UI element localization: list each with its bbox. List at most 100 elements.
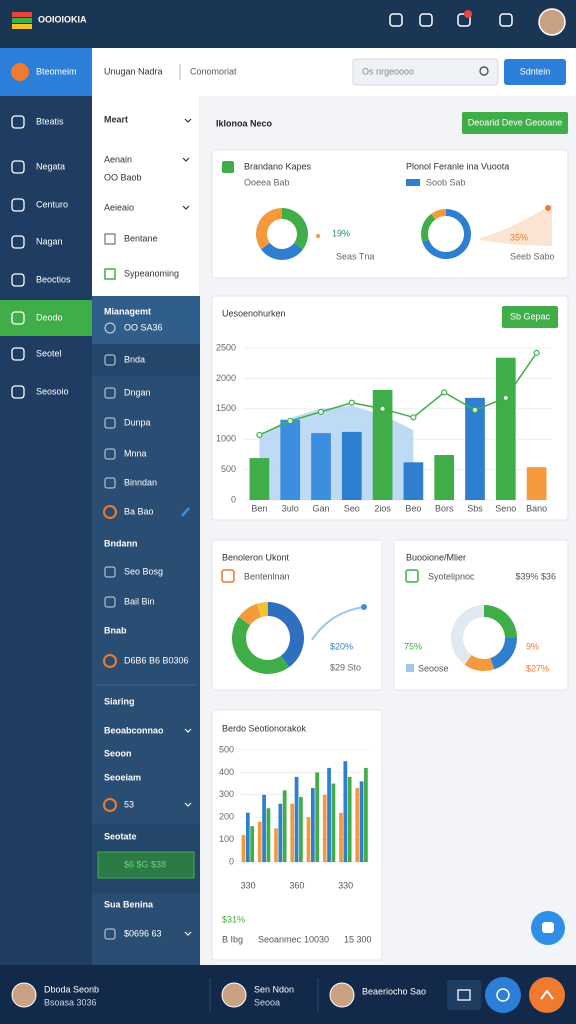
y-tick-label: 0 [231, 494, 236, 504]
subnav-item[interactable]: Bndann [104, 538, 138, 548]
y-tick-label: 300 [219, 789, 234, 799]
kpi: 9% [526, 641, 539, 651]
footer-button[interactable] [529, 977, 565, 1013]
item-icon [103, 798, 117, 812]
nav-icon [11, 385, 25, 399]
line-point [471, 406, 479, 414]
footer-icon [457, 989, 471, 1001]
subnav-item[interactable]: 53 [124, 799, 134, 809]
subnav-item[interactable]: Mnna [124, 448, 147, 458]
subnav-item[interactable]: Bail Bin [124, 596, 155, 606]
nav-item[interactable]: Seotel [36, 348, 62, 358]
nav-item[interactable]: Nagan [36, 236, 63, 246]
nav-icon [11, 115, 25, 129]
subnav-item[interactable]: OO SA36 [124, 322, 163, 332]
logo-icon [12, 24, 32, 29]
caption: $29 Sto [330, 662, 361, 672]
bar [341, 431, 362, 500]
subnav-item[interactable]: Seoeiam [104, 772, 141, 782]
avatar[interactable] [11, 982, 37, 1008]
card-title: Berdo Seotionorakok [222, 723, 307, 733]
item-icon [104, 448, 116, 460]
subnav-item[interactable]: Bnab [104, 625, 127, 635]
subnav-item[interactable]: Bentane [124, 233, 158, 243]
nav-item[interactable]: Centuro [36, 199, 68, 209]
nav-item[interactable]: Deodo [36, 312, 63, 322]
x-tick-label: Ben [251, 503, 267, 513]
donut-slice [490, 638, 517, 670]
subnav-item[interactable]: $0696 63 [124, 928, 162, 938]
subnav-item[interactable]: Sypeanoming [124, 268, 179, 278]
decoration [480, 204, 552, 246]
card-icon [221, 569, 235, 583]
subnav-item[interactable]: Seo Bosg [124, 566, 163, 576]
subnav-item[interactable]: Beoabconnao [104, 725, 164, 735]
nav-item[interactable]: Negata [36, 161, 65, 171]
legend-swatch [406, 664, 414, 672]
header-icon[interactable] [419, 13, 433, 27]
side-nav [0, 96, 92, 965]
x-tick-label: Sbs [467, 503, 483, 513]
subnav-item[interactable]: $6 $G $38 [124, 859, 166, 869]
subnav-item[interactable]: Ba Bao [124, 506, 154, 516]
avatar[interactable] [329, 982, 355, 1008]
nav-item[interactable]: Bteatis [36, 116, 64, 126]
line-point [287, 417, 294, 425]
subnav-item[interactable]: Binndan [124, 477, 157, 487]
floating-icon [542, 922, 554, 933]
bar [306, 817, 311, 862]
footer-button[interactable] [447, 980, 481, 1010]
bar [434, 455, 455, 500]
donut-slice [421, 213, 436, 242]
chevron [184, 931, 192, 936]
footer-label: 15 300 [344, 934, 372, 944]
subnav-item[interactable]: OO Baob [104, 172, 142, 182]
logo-icon [12, 12, 32, 17]
subnav-item[interactable]: Bnda [124, 354, 145, 364]
chart-button[interactable] [502, 306, 558, 328]
nav-item[interactable]: Beoctios [36, 274, 71, 284]
chevron [184, 118, 192, 123]
kpi: $20% [330, 641, 353, 651]
bar [310, 788, 315, 862]
nav-icon [11, 273, 25, 287]
sub-nav-selected [92, 344, 200, 376]
bar [465, 397, 485, 500]
subnav-item[interactable]: Mianagemt [104, 306, 151, 316]
bar [359, 781, 364, 862]
page-button[interactable] [462, 112, 568, 134]
x-tick-label: 360 [289, 880, 304, 890]
menu-icon [11, 63, 29, 81]
avatar[interactable] [221, 982, 247, 1008]
caption: Seas Tna [336, 251, 374, 261]
line-point [410, 414, 417, 421]
subnav-item[interactable]: Siaring [104, 696, 135, 706]
dot [545, 205, 551, 211]
subnav-item[interactable]: Sua Benina [104, 899, 154, 909]
search-box[interactable] [352, 58, 499, 86]
subnav-item[interactable]: Dngan [124, 387, 151, 397]
bar [355, 788, 360, 862]
subnav-item[interactable]: Seoon [104, 748, 132, 758]
y-tick-label: 200 [219, 812, 234, 822]
nav-item[interactable]: Seosoio [36, 386, 69, 396]
subnav-item[interactable]: Dunpa [124, 417, 151, 427]
x-tick-label: Seo [344, 503, 360, 513]
subnav-item[interactable]: D6B6 B6 B0306 [124, 655, 189, 665]
footer-button[interactable] [485, 977, 521, 1013]
donut-slice [238, 603, 262, 626]
subnav-item[interactable]: Seotate [104, 831, 137, 841]
header-icon[interactable] [389, 13, 403, 27]
subnav-item[interactable]: Aenain [104, 154, 132, 164]
toolbar-button[interactable] [504, 59, 566, 85]
header-icon[interactable] [499, 13, 513, 27]
bar [290, 803, 295, 862]
breadcrumb[interactable]: Unugan Nadra [104, 66, 163, 76]
y-tick-label: 1000 [216, 434, 236, 444]
logo: OOIOIOKIA [38, 14, 87, 24]
subnav-item[interactable]: Aeieaio [104, 202, 134, 212]
breadcrumb[interactable]: Conomoriat [190, 66, 237, 76]
button-label: Sdntein [520, 66, 551, 76]
avatar[interactable] [538, 8, 566, 36]
y-tick-label: 400 [219, 767, 234, 777]
